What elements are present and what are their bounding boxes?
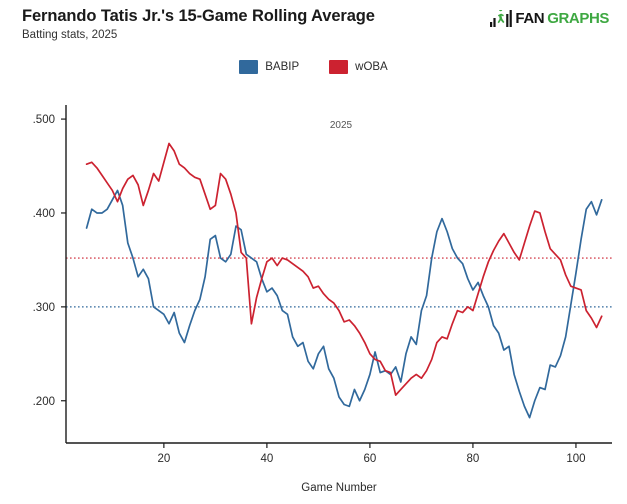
fangraphs-logo[interactable]: FAN GRAPHS	[490, 10, 609, 27]
legend-label-woba: wOBA	[355, 61, 388, 73]
bar-chart-player-icon	[490, 10, 513, 27]
series-line-babip	[85, 189, 603, 419]
chart-header: Fernando Tatis Jr.'s 15-Game Rolling Ave…	[22, 6, 492, 43]
x-tick-label: 80	[467, 453, 480, 465]
axes-group	[61, 105, 612, 448]
x-tick-label: 20	[157, 453, 170, 465]
axis-labels-group: .500 .400 .300 .200 20 40 60 80 100 Game Number 20…	[33, 114, 586, 494]
y-tick-label: .300	[33, 302, 55, 314]
x-tick-label: 60	[364, 453, 377, 465]
chart-subtitle: Batting stats, 2025	[22, 29, 118, 41]
y-tick-label: .500	[33, 114, 55, 126]
series-lines-group	[85, 142, 603, 419]
chart-legend: BABIP wOBA	[0, 60, 627, 74]
y-tick-label: .400	[33, 208, 55, 220]
x-axis-title: Game Number	[301, 482, 377, 494]
brand-name-fan: FAN	[515, 10, 545, 27]
series-line-woba	[85, 142, 603, 396]
page-title: Fernando Tatis Jr.'s 15-Game Rolling Ave…	[22, 7, 375, 25]
x-tick-label: 40	[260, 453, 273, 465]
reference-lines-group	[66, 257, 612, 308]
legend-label-babip: BABIP	[265, 61, 300, 73]
legend-item-babip[interactable]: BABIP	[239, 60, 299, 74]
y-tick-label: .200	[33, 396, 55, 408]
chart-annotation-year: 2025	[330, 120, 353, 131]
brand-name-graphs: GRAPHS	[547, 10, 609, 27]
legend-item-woba[interactable]: wOBA	[329, 60, 388, 74]
x-tick-label: 100	[566, 453, 585, 465]
legend-swatch-woba	[329, 60, 349, 74]
legend-swatch-babip	[239, 60, 259, 74]
